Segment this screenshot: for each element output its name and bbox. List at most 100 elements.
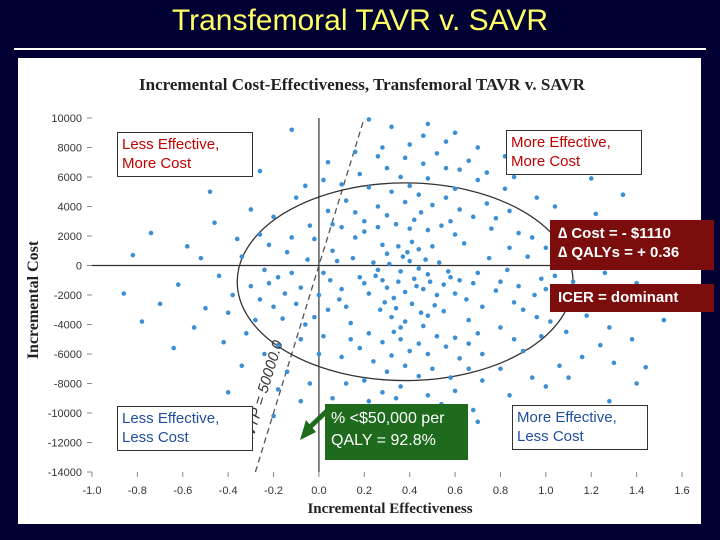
data-point (380, 390, 385, 395)
data-point (271, 304, 276, 310)
data-point (543, 384, 549, 389)
data-point (316, 351, 322, 357)
data-point (484, 170, 490, 175)
data-point (452, 291, 458, 296)
x-tick-label: 0.6 (447, 485, 462, 497)
data-point (507, 393, 512, 398)
data-point (352, 149, 358, 155)
data-point (244, 331, 249, 336)
y-tick-label: 6000 (58, 172, 82, 184)
data-point (593, 211, 599, 217)
data-point (271, 413, 276, 419)
data-point (366, 117, 372, 122)
y-tick-label: 4000 (58, 202, 82, 214)
data-point (552, 273, 558, 279)
data-point (321, 177, 326, 183)
x-tick-label: 0.4 (402, 485, 417, 497)
data-point (248, 283, 254, 289)
y-tick-label: -14000 (48, 467, 82, 479)
data-point (325, 307, 331, 313)
data-point (391, 295, 397, 301)
data-point (357, 275, 363, 280)
data-point (221, 339, 226, 345)
data-point (421, 133, 426, 138)
data-point (402, 155, 408, 161)
data-point (529, 375, 535, 380)
data-point (362, 218, 367, 224)
data-point (198, 255, 204, 261)
data-point (330, 395, 335, 401)
data-point (284, 249, 290, 255)
data-point (452, 388, 458, 394)
data-point (529, 235, 535, 240)
data-point (284, 369, 290, 375)
data-point (534, 195, 540, 200)
data-point (498, 279, 503, 285)
data-point (321, 270, 326, 276)
data-point (563, 329, 569, 335)
quadrant-label-bottom-left: Less Effective, Less Cost (117, 406, 253, 451)
data-point (475, 331, 481, 336)
data-point (389, 124, 394, 130)
data-point (448, 375, 453, 380)
data-point (407, 226, 412, 231)
data-point (305, 257, 310, 262)
data-point (257, 168, 263, 174)
data-point (416, 266, 422, 271)
data-point (457, 277, 462, 283)
data-point (588, 176, 594, 181)
data-point (352, 235, 358, 240)
y-tick-label: 8000 (58, 143, 82, 155)
data-points (121, 117, 680, 460)
data-point (280, 316, 285, 321)
x-tick-label: 1.0 (538, 485, 553, 497)
data-point (425, 272, 431, 277)
data-point (384, 165, 390, 171)
data-point (409, 301, 415, 307)
data-point (443, 165, 449, 171)
data-point (475, 177, 481, 183)
data-point (362, 280, 367, 286)
data-point (411, 217, 417, 223)
data-point (343, 304, 349, 310)
data-point (393, 395, 399, 401)
data-point (375, 267, 381, 273)
data-point (525, 254, 530, 259)
data-point (620, 192, 626, 197)
chart-title: Incremental Cost-Effectiveness, Transfem… (139, 75, 586, 94)
data-point (448, 275, 453, 280)
data-point (480, 351, 485, 357)
data-point (266, 242, 272, 248)
data-point (579, 354, 585, 360)
data-point (425, 176, 431, 181)
data-point (325, 208, 331, 214)
data-point (334, 258, 340, 264)
data-point (430, 366, 435, 372)
data-point (398, 384, 403, 389)
data-point (443, 195, 449, 200)
data-point (380, 242, 385, 248)
y-tick-label: 10000 (51, 113, 82, 125)
data-point (418, 310, 424, 316)
x-tick-label: -0.8 (128, 485, 147, 497)
data-point (466, 366, 471, 372)
data-point (348, 336, 353, 342)
data-point (461, 241, 467, 246)
data-point (643, 364, 648, 370)
data-point (307, 223, 313, 228)
data-point (411, 276, 417, 282)
data-point (366, 398, 372, 404)
data-point (457, 207, 462, 212)
data-point (407, 258, 412, 264)
data-point (566, 375, 571, 380)
data-point (339, 182, 344, 187)
quadrant-label-bottom-right: More Effective, Less Cost (512, 405, 648, 450)
y-tick-label: -8000 (54, 379, 82, 391)
data-point (400, 254, 406, 259)
data-point (350, 255, 356, 261)
data-point (398, 325, 403, 330)
data-point (423, 257, 428, 262)
data-point (343, 381, 349, 386)
data-point (157, 301, 163, 307)
data-point (266, 280, 272, 286)
